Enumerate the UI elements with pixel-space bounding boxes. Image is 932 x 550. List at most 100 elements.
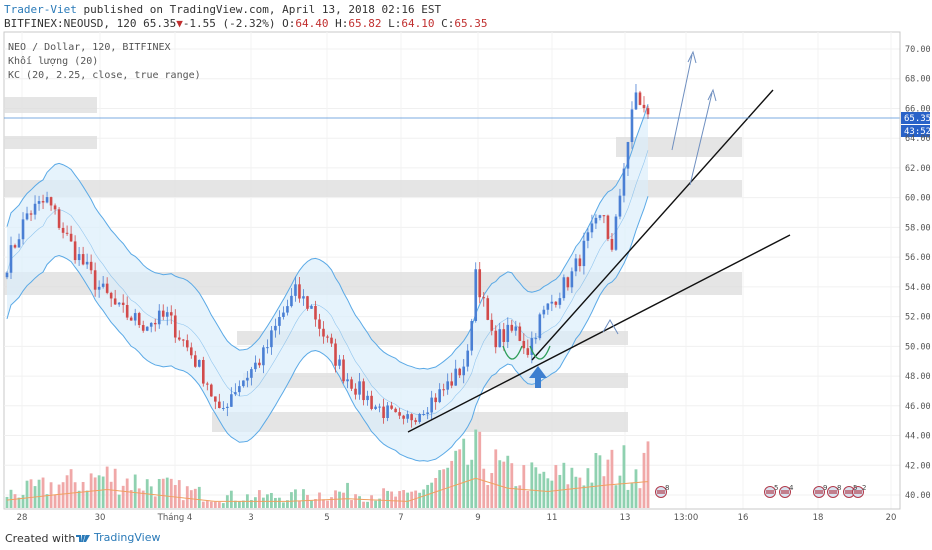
- candle[interactable]: [177, 330, 181, 342]
- candle[interactable]: [522, 333, 526, 355]
- candle[interactable]: [97, 280, 101, 298]
- candle[interactable]: [189, 342, 193, 359]
- candle[interactable]: [598, 214, 602, 221]
- candle[interactable]: [9, 236, 13, 279]
- candle[interactable]: [594, 214, 598, 230]
- event-flag-icon[interactable]: [655, 486, 667, 498]
- candle[interactable]: [490, 313, 494, 336]
- candle[interactable]: [141, 320, 145, 333]
- candle[interactable]: [506, 317, 510, 349]
- candle[interactable]: [502, 322, 506, 351]
- candle[interactable]: [286, 299, 289, 316]
- candle[interactable]: [125, 296, 129, 321]
- candle[interactable]: [546, 303, 550, 315]
- candle[interactable]: [169, 305, 173, 325]
- candle[interactable]: [306, 295, 309, 311]
- candle[interactable]: [430, 390, 433, 420]
- candle[interactable]: [246, 371, 249, 388]
- candle[interactable]: [602, 214, 606, 224]
- event-flag-icon[interactable]: [779, 486, 791, 498]
- candle[interactable]: [137, 311, 141, 328]
- candle[interactable]: [378, 403, 381, 413]
- candle[interactable]: [17, 233, 21, 248]
- candle[interactable]: [117, 302, 121, 307]
- candle[interactable]: [410, 413, 413, 428]
- candle[interactable]: [622, 163, 626, 203]
- price-axis[interactable]: 65.35 43:52 70.00 68.00 66.00 64.00 62.00 60.…: [899, 32, 931, 509]
- candle[interactable]: [109, 291, 113, 307]
- candle[interactable]: [113, 289, 117, 305]
- candle[interactable]: [49, 196, 53, 211]
- candle[interactable]: [570, 267, 574, 293]
- candle[interactable]: [366, 390, 369, 406]
- candle[interactable]: [402, 414, 405, 425]
- candle[interactable]: [354, 383, 357, 400]
- candle[interactable]: [234, 383, 237, 397]
- candle[interactable]: [638, 90, 642, 106]
- candle[interactable]: [314, 300, 317, 327]
- candle[interactable]: [542, 305, 546, 319]
- candle[interactable]: [198, 359, 201, 368]
- candle[interactable]: [346, 373, 349, 389]
- candle[interactable]: [238, 380, 241, 396]
- candle[interactable]: [121, 294, 125, 313]
- candle[interactable]: [258, 358, 261, 368]
- candle[interactable]: [406, 410, 409, 423]
- candle[interactable]: [554, 301, 558, 308]
- candle[interactable]: [193, 350, 197, 368]
- candle[interactable]: [562, 274, 566, 301]
- candle[interactable]: [5, 271, 9, 280]
- candle[interactable]: [161, 304, 165, 321]
- candle[interactable]: [222, 401, 225, 411]
- candle[interactable]: [390, 401, 393, 410]
- candle[interactable]: [218, 393, 221, 409]
- candle[interactable]: [334, 338, 337, 373]
- candle[interactable]: [578, 254, 582, 272]
- candle[interactable]: [614, 214, 618, 252]
- candle[interactable]: [566, 276, 570, 291]
- candle[interactable]: [534, 333, 538, 344]
- time-axis[interactable]: 28 30 Tháng 4 3 5 7 9 11 13 13:00 16 18 20: [4, 508, 900, 523]
- candle[interactable]: [93, 262, 97, 297]
- candle[interactable]: [157, 304, 161, 329]
- tradingview-link[interactable]: TradingView: [76, 531, 160, 544]
- candle[interactable]: [181, 338, 185, 347]
- candle[interactable]: [646, 105, 650, 120]
- candle[interactable]: [350, 376, 353, 391]
- candle[interactable]: [454, 359, 457, 386]
- candle[interactable]: [326, 334, 329, 343]
- candle[interactable]: [57, 207, 61, 230]
- candle[interactable]: [374, 404, 377, 411]
- candle[interactable]: [422, 410, 425, 416]
- candle[interactable]: [294, 276, 297, 302]
- candle[interactable]: [586, 228, 590, 249]
- candle[interactable]: [165, 306, 169, 326]
- candle[interactable]: [149, 322, 153, 333]
- candle[interactable]: [73, 235, 77, 264]
- candle[interactable]: [446, 373, 449, 395]
- candle[interactable]: [414, 417, 417, 425]
- candle[interactable]: [37, 195, 41, 211]
- candle[interactable]: [45, 191, 49, 204]
- candle[interactable]: [322, 321, 325, 344]
- candle[interactable]: [642, 96, 646, 113]
- candle[interactable]: [606, 214, 610, 242]
- candle[interactable]: [202, 356, 205, 387]
- candle[interactable]: [318, 313, 321, 337]
- candle[interactable]: [13, 243, 17, 249]
- candle[interactable]: [266, 339, 269, 354]
- candle[interactable]: [206, 381, 209, 391]
- candle[interactable]: [302, 289, 305, 306]
- candle[interactable]: [77, 247, 81, 266]
- candle[interactable]: [426, 407, 429, 420]
- candle[interactable]: [85, 253, 89, 269]
- event-flag-icon[interactable]: [764, 486, 776, 498]
- candle[interactable]: [358, 372, 361, 400]
- candle[interactable]: [386, 401, 389, 422]
- candle[interactable]: [254, 355, 257, 372]
- candle[interactable]: [618, 188, 622, 220]
- candle[interactable]: [470, 318, 474, 356]
- candle[interactable]: [53, 203, 57, 215]
- candle[interactable]: [582, 232, 586, 275]
- candle[interactable]: [310, 304, 313, 309]
